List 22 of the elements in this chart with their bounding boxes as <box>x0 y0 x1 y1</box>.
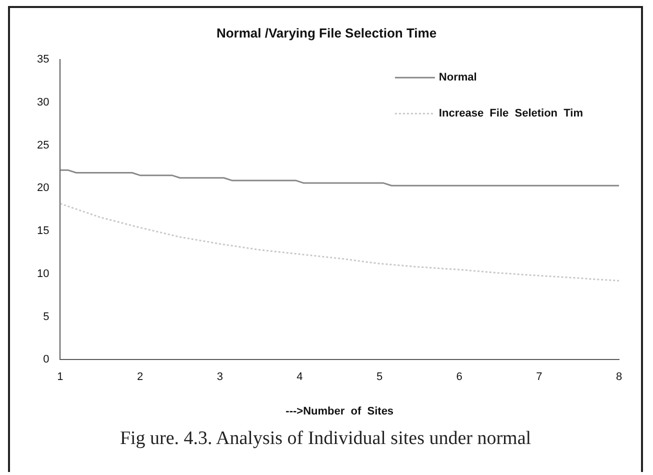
x-tick-label: 5 <box>376 371 383 384</box>
x-tick-label: 4 <box>296 371 303 384</box>
y-tick-label: 20 <box>36 182 50 194</box>
y-tick-label: 5 <box>43 310 50 323</box>
y-tick-label: 15 <box>36 225 50 238</box>
x-tick-label: 1 <box>57 371 64 384</box>
y-tick-label: 10 <box>36 268 50 280</box>
legend-label: Normal <box>438 72 477 84</box>
x-tick-label: 3 <box>216 371 223 384</box>
x-tick-label: 7 <box>536 371 542 384</box>
x-axis-title: --->Number of Sites <box>286 405 394 418</box>
y-tick-label: 25 <box>36 139 50 152</box>
line-series <box>60 202 619 282</box>
y-tick-label: 30 <box>36 96 50 108</box>
x-tick-label: 6 <box>456 371 462 384</box>
y-tick-label: 0 <box>43 354 50 366</box>
legend-label: Increase File Seletion Tim <box>438 108 584 120</box>
chart-title: Normal /Varying File Selection Time <box>216 25 437 40</box>
x-tick-label: 8 <box>616 371 622 384</box>
text: Fig ure. 4.3. Analysis of Individual sites under normal <box>118 428 532 450</box>
y-tick-label: 35 <box>36 54 50 66</box>
x-tick-label: 2 <box>136 371 144 384</box>
